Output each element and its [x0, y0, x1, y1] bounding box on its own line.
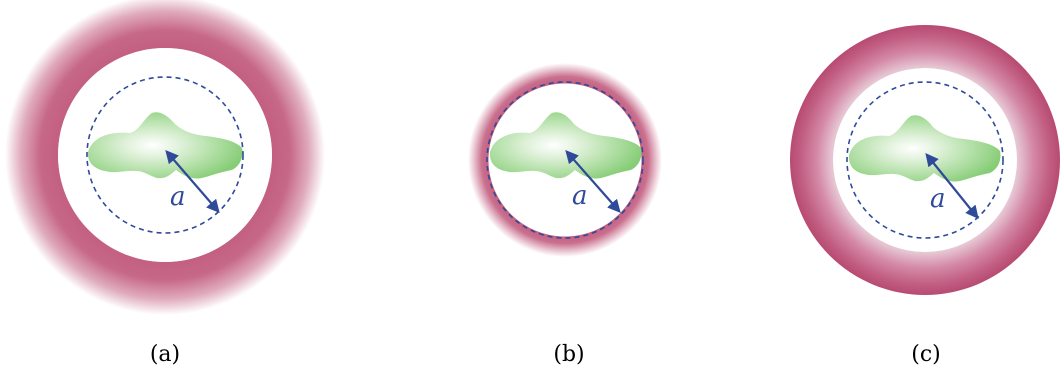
- radius-label-b: a: [572, 181, 588, 211]
- dashed-circle-b: [486, 81, 644, 239]
- caption-b: (b): [553, 342, 584, 367]
- radius-arrow-b: [565, 150, 621, 213]
- caption-a: (a): [150, 342, 180, 367]
- radius-arrow-c: [925, 152, 979, 220]
- panel-a: a (a): [5, 0, 325, 367]
- radius-label-a: a: [170, 182, 186, 212]
- dashed-circle-c: [846, 81, 1004, 239]
- radius-label-c: a: [930, 184, 946, 214]
- panel-c: a (c): [790, 25, 1060, 367]
- radius-arrow-a: [165, 150, 220, 213]
- panel-b: a (b): [468, 63, 662, 367]
- dashed-circle-a: [86, 76, 244, 234]
- caption-c: (c): [911, 342, 941, 367]
